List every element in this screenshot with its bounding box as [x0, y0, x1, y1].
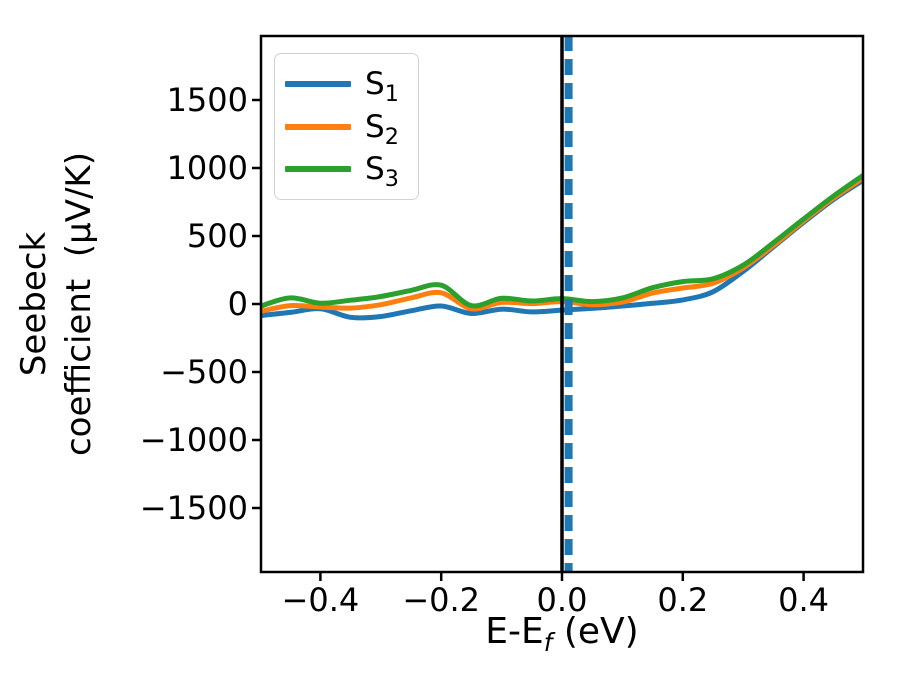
legend-item-s2: S2 — [275, 108, 418, 150]
x-axis-label-main: E-E — [485, 611, 544, 652]
legend-label-s1: S1 — [365, 65, 399, 107]
x-tick-label: 0.2 — [657, 581, 709, 619]
x-tick-label: −0.4 — [281, 581, 360, 619]
x-tick-label: 0.4 — [778, 581, 830, 619]
legend-swatch-s3 — [285, 166, 351, 173]
x-axis-label-unit: (eV) — [552, 611, 639, 652]
legend-item-s1: S1 — [275, 65, 418, 107]
y-tick-label: −500 — [160, 352, 248, 391]
legend: S1 S2 S3 — [274, 53, 419, 200]
y-tick-label: −1500 — [139, 488, 248, 527]
x-axis-label-subscript: f — [543, 628, 553, 658]
y-tick-label: 1500 — [166, 81, 248, 119]
legend-swatch-s1 — [285, 80, 351, 87]
x-tick-label: 0.0 — [536, 581, 588, 619]
y-tick-label: 1000 — [166, 149, 248, 187]
legend-label-s2: S2 — [365, 108, 399, 150]
y-tick-label: 0 — [227, 285, 248, 323]
legend-swatch-s2 — [285, 123, 351, 130]
legend-label-s3: S3 — [365, 151, 399, 193]
x-tick-label: −0.2 — [402, 581, 481, 619]
y-tick-label: −1000 — [139, 420, 248, 459]
x-axis-label: E-Ef (eV) — [260, 610, 864, 658]
y-axis-label-line1: Seebeck — [14, 231, 54, 377]
y-tick-label: 500 — [186, 217, 248, 255]
legend-item-s3: S3 — [275, 151, 418, 193]
plot-spines — [259, 34, 865, 574]
